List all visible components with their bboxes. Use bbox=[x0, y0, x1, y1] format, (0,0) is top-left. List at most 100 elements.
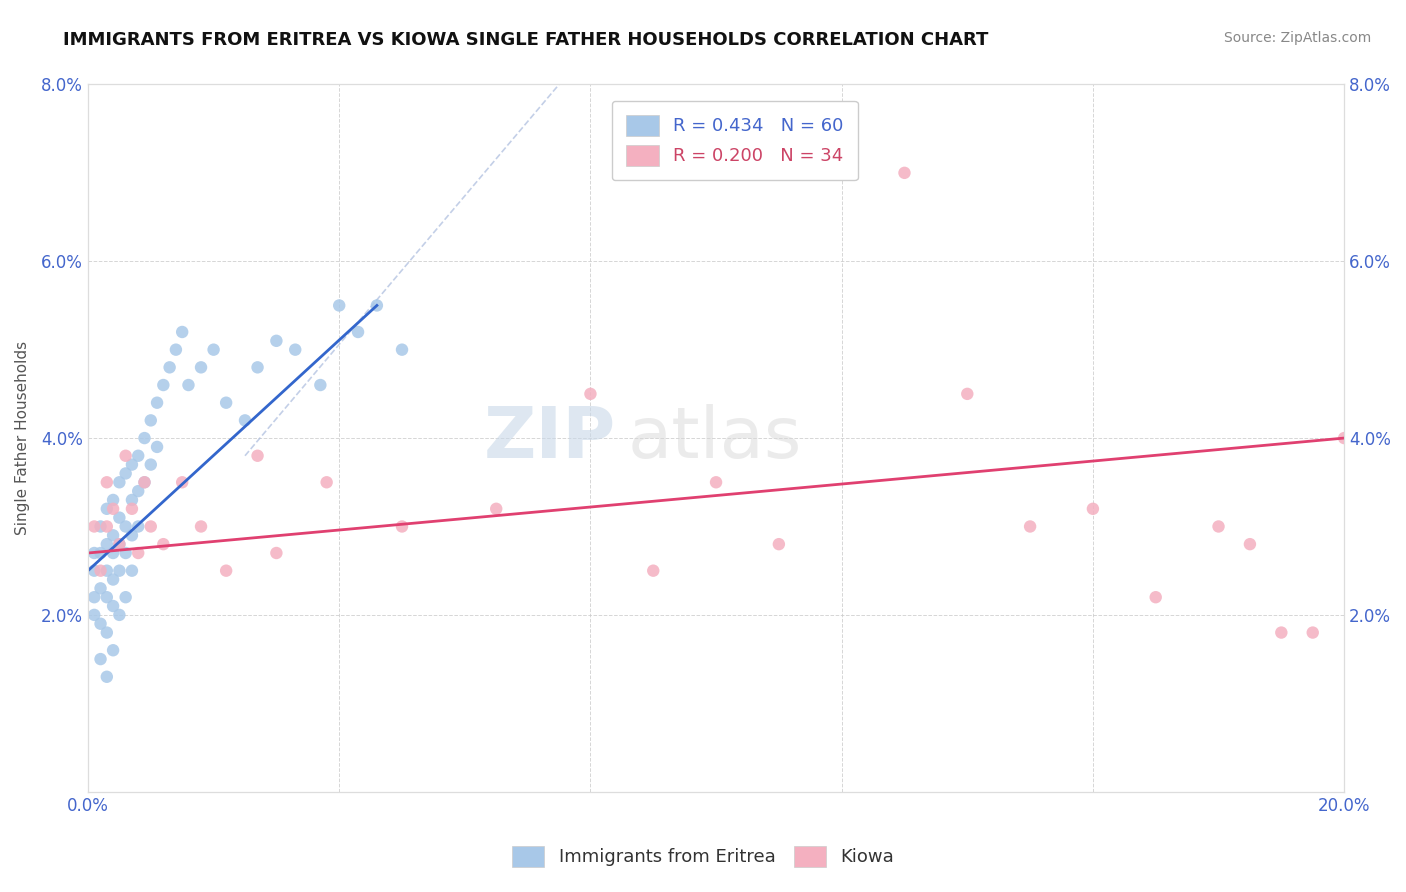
Point bbox=[127, 546, 149, 560]
Point bbox=[127, 449, 149, 463]
Point bbox=[96, 625, 118, 640]
Point bbox=[172, 475, 194, 490]
Point bbox=[391, 519, 413, 533]
Point bbox=[83, 519, 105, 533]
Point bbox=[1239, 537, 1261, 551]
Point bbox=[366, 298, 388, 312]
Point bbox=[1144, 591, 1167, 605]
Point bbox=[579, 387, 602, 401]
Point bbox=[139, 458, 162, 472]
Point bbox=[101, 528, 124, 542]
Point bbox=[121, 458, 143, 472]
Point bbox=[108, 510, 131, 524]
Point bbox=[956, 387, 979, 401]
Point bbox=[83, 546, 105, 560]
Point bbox=[108, 537, 131, 551]
Point bbox=[165, 343, 187, 357]
Point bbox=[90, 652, 112, 666]
Point bbox=[315, 475, 337, 490]
Point bbox=[114, 546, 136, 560]
Point bbox=[127, 519, 149, 533]
Point bbox=[146, 440, 169, 454]
Text: atlas: atlas bbox=[628, 403, 803, 473]
Point bbox=[101, 599, 124, 613]
Point bbox=[101, 501, 124, 516]
Point bbox=[215, 564, 238, 578]
Point bbox=[1208, 519, 1230, 533]
Point bbox=[485, 501, 508, 516]
Text: IMMIGRANTS FROM ERITREA VS KIOWA SINGLE FATHER HOUSEHOLDS CORRELATION CHART: IMMIGRANTS FROM ERITREA VS KIOWA SINGLE … bbox=[63, 31, 988, 49]
Point bbox=[246, 360, 269, 375]
Point bbox=[121, 492, 143, 507]
Point bbox=[108, 475, 131, 490]
Point bbox=[83, 607, 105, 622]
Point bbox=[893, 166, 915, 180]
Point bbox=[1302, 625, 1324, 640]
Point bbox=[152, 537, 174, 551]
Point bbox=[114, 467, 136, 481]
Point bbox=[121, 528, 143, 542]
Legend: R = 0.434   N = 60, R = 0.200   N = 34: R = 0.434 N = 60, R = 0.200 N = 34 bbox=[612, 101, 858, 180]
Point bbox=[101, 643, 124, 657]
Point bbox=[83, 564, 105, 578]
Point bbox=[108, 564, 131, 578]
Point bbox=[347, 325, 370, 339]
Point bbox=[643, 564, 665, 578]
Point bbox=[146, 395, 169, 409]
Point bbox=[96, 591, 118, 605]
Point bbox=[127, 484, 149, 499]
Point bbox=[139, 413, 162, 427]
Y-axis label: Single Father Households: Single Father Households bbox=[15, 341, 30, 535]
Point bbox=[90, 546, 112, 560]
Point bbox=[284, 343, 307, 357]
Point bbox=[96, 564, 118, 578]
Point bbox=[391, 343, 413, 357]
Point bbox=[108, 607, 131, 622]
Point bbox=[96, 519, 118, 533]
Legend: Immigrants from Eritrea, Kiowa: Immigrants from Eritrea, Kiowa bbox=[505, 838, 901, 874]
Point bbox=[108, 537, 131, 551]
Point bbox=[190, 360, 212, 375]
Point bbox=[121, 564, 143, 578]
Point bbox=[90, 519, 112, 533]
Point bbox=[121, 501, 143, 516]
Point bbox=[90, 564, 112, 578]
Point bbox=[134, 431, 156, 445]
Point bbox=[96, 475, 118, 490]
Point bbox=[328, 298, 350, 312]
Point bbox=[101, 492, 124, 507]
Text: ZIP: ZIP bbox=[484, 403, 616, 473]
Point bbox=[1019, 519, 1042, 533]
Point bbox=[233, 413, 256, 427]
Point bbox=[177, 378, 200, 392]
Point bbox=[768, 537, 790, 551]
Point bbox=[190, 519, 212, 533]
Point bbox=[134, 475, 156, 490]
Point bbox=[139, 519, 162, 533]
Point bbox=[96, 537, 118, 551]
Point bbox=[90, 582, 112, 596]
Point bbox=[83, 591, 105, 605]
Point bbox=[96, 670, 118, 684]
Point bbox=[101, 573, 124, 587]
Point bbox=[90, 616, 112, 631]
Point bbox=[134, 475, 156, 490]
Point bbox=[114, 591, 136, 605]
Point bbox=[114, 449, 136, 463]
Point bbox=[172, 325, 194, 339]
Point bbox=[202, 343, 225, 357]
Point bbox=[114, 519, 136, 533]
Point bbox=[704, 475, 727, 490]
Point bbox=[1333, 431, 1355, 445]
Point bbox=[159, 360, 181, 375]
Point bbox=[309, 378, 332, 392]
Point bbox=[266, 546, 288, 560]
Text: Source: ZipAtlas.com: Source: ZipAtlas.com bbox=[1223, 31, 1371, 45]
Point bbox=[215, 395, 238, 409]
Point bbox=[266, 334, 288, 348]
Point bbox=[101, 546, 124, 560]
Point bbox=[1081, 501, 1104, 516]
Point bbox=[246, 449, 269, 463]
Point bbox=[1270, 625, 1292, 640]
Point bbox=[152, 378, 174, 392]
